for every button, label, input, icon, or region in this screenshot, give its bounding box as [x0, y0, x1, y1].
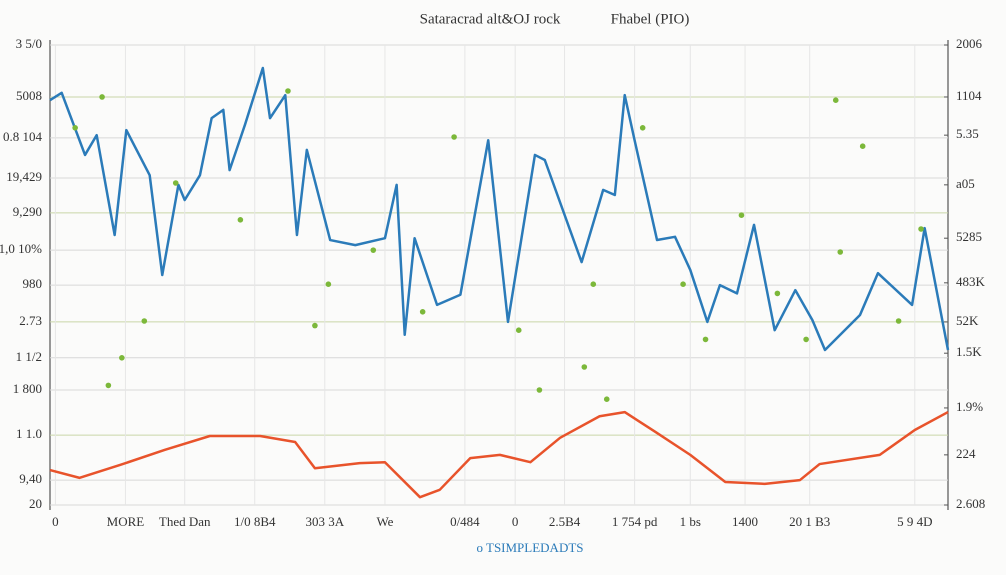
y-tick-label: 980: [23, 276, 43, 291]
x-tick-label: 1 bs: [680, 514, 701, 529]
scatter-point: [680, 281, 686, 288]
y2-tick-label: 5.35: [956, 126, 979, 141]
series-line: [49, 66, 950, 352]
y-tick-label: 3 5/0: [16, 36, 42, 51]
scatter-point: [774, 290, 781, 297]
x-tick-label: 1 754 pd: [612, 514, 658, 529]
scatter-point: [419, 309, 426, 315]
x-tick-label: 20 1 B3: [789, 514, 830, 529]
scatter-point: [738, 212, 745, 218]
y-tick-label: 19,429: [6, 169, 42, 184]
series-line: [49, 410, 949, 499]
scatter-point: [285, 88, 291, 94]
legend-text: o TSIMPLEDADTS: [476, 540, 583, 555]
scatter-point: [918, 226, 924, 232]
x-tick-label: 1/0 8B4: [234, 514, 276, 529]
scatter-point: [370, 247, 377, 253]
y-tick-label: 2.73: [19, 313, 42, 328]
scatter-point: [451, 134, 457, 140]
scatter-point: [702, 336, 709, 343]
x-tick-label: Thed Dan: [159, 514, 211, 529]
x-tick-label: MORE: [107, 514, 145, 529]
scatter-point: [837, 249, 844, 255]
scatter-point: [515, 327, 522, 334]
scatter-point: [639, 125, 646, 131]
y2-tick-label: 1.9%: [956, 399, 983, 414]
y-tick-label: 5008: [16, 88, 42, 103]
y2-tick-label: 2.608: [956, 496, 985, 511]
y-tick-label: 1 800: [13, 381, 42, 396]
scatter-point: [99, 94, 105, 100]
chart-subtitle: Fhabel (PIO): [611, 11, 690, 27]
y-tick-label: 0.8 104: [3, 129, 43, 144]
y2-tick-label: 483K: [956, 274, 986, 289]
x-tick-label: 0: [512, 514, 519, 529]
scatter-point: [237, 217, 244, 223]
scatter-point: [536, 387, 543, 393]
scatter-point: [105, 382, 112, 389]
scatter-point: [119, 355, 125, 361]
x-tick-label: 0/484: [450, 514, 480, 529]
scatter-point: [581, 364, 588, 370]
scatter-point: [172, 180, 179, 186]
chart-title: Sataracrad alt&OJ rock: [420, 11, 561, 27]
y-tick-label: 20: [29, 496, 42, 511]
y-tick-label: 9,290: [13, 204, 42, 219]
x-tick-label: 303 3A: [305, 514, 344, 529]
scatter-point: [325, 281, 332, 288]
scatter-point: [832, 97, 839, 103]
x-tick-label: 0: [52, 514, 59, 529]
scatter-point: [603, 396, 610, 403]
scatter-point: [590, 281, 597, 288]
scatter-point: [859, 143, 866, 149]
y2-tick-label: 224: [956, 446, 976, 461]
y2-tick-label: a05: [956, 176, 975, 191]
x-tick-label: We: [376, 514, 393, 529]
x-tick-label: 2.5B4: [549, 514, 581, 529]
y2-tick-label: 2006: [956, 36, 983, 51]
scatter-point: [312, 322, 318, 329]
y2-tick-label: 1.5K: [956, 344, 982, 359]
y2-tick-label: 52K: [956, 313, 979, 328]
y-tick-label: 1,0 10%: [0, 241, 42, 256]
x-tick-label: 5 9 4D: [897, 514, 932, 529]
y-tick-label: 1 1/2: [16, 349, 42, 364]
y-tick-label: 1 1.0: [16, 426, 42, 441]
y2-tick-label: 5285: [956, 229, 982, 244]
scatter-point: [895, 318, 902, 324]
scatter-point: [141, 318, 148, 324]
y2-tick-label: 1104: [956, 88, 982, 103]
scatter-point: [72, 125, 78, 131]
y-tick-label: 9,40: [19, 471, 42, 486]
x-tick-label: 1400: [732, 514, 758, 529]
scatter-point: [803, 336, 809, 343]
